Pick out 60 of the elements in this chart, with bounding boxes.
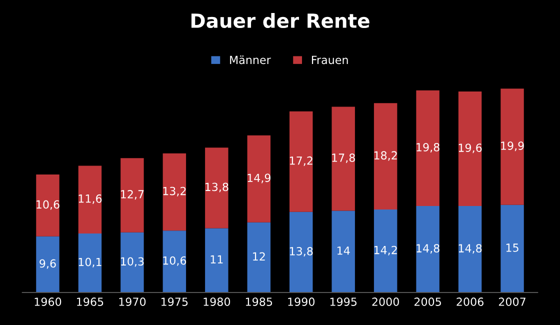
bar bbox=[247, 135, 270, 222]
chart-title: Dauer der Rente bbox=[191, 13, 370, 28]
data-label: 14 bbox=[337, 246, 350, 255]
bar bbox=[458, 92, 482, 206]
x-tick-label: 1975 bbox=[162, 298, 188, 306]
x-tick-label: 2005 bbox=[414, 298, 441, 306]
bar bbox=[374, 210, 398, 292]
bar bbox=[205, 228, 228, 292]
data-label: 13,8 bbox=[206, 182, 228, 192]
bar bbox=[78, 233, 102, 292]
bar bbox=[500, 88, 524, 205]
x-tick-label: 1990 bbox=[288, 298, 315, 306]
bar bbox=[120, 158, 144, 232]
x-tick-label: 1970 bbox=[119, 298, 146, 306]
data-label: 10,6 bbox=[163, 256, 186, 266]
x-tick-label: 1980 bbox=[204, 298, 230, 306]
data-label: 11 bbox=[210, 255, 223, 264]
data-label: 12,7 bbox=[121, 190, 144, 200]
x-tick-label: 2007 bbox=[498, 298, 526, 306]
legend-label: Männer bbox=[230, 56, 271, 64]
x-tick-label: 2006 bbox=[456, 298, 484, 306]
bar bbox=[36, 174, 60, 236]
data-label: 14,9 bbox=[248, 174, 270, 184]
data-label: 18,2 bbox=[374, 151, 397, 161]
bar bbox=[332, 210, 355, 292]
x-tick-label: 1985 bbox=[246, 298, 272, 306]
data-label: 10,1 bbox=[78, 258, 102, 268]
bar bbox=[416, 90, 440, 206]
x-tick-label: 1965 bbox=[77, 298, 104, 306]
data-label: 10,6 bbox=[36, 200, 60, 210]
bar bbox=[36, 236, 60, 292]
bar bbox=[290, 111, 313, 212]
bar bbox=[458, 206, 482, 292]
data-label: 14,8 bbox=[416, 244, 440, 254]
x-tick-label: 1960 bbox=[34, 298, 62, 306]
data-label: 12 bbox=[253, 252, 265, 261]
x-tick-label: 2000 bbox=[372, 298, 399, 306]
bar bbox=[247, 222, 270, 292]
legend-label: Frauen bbox=[312, 56, 348, 64]
bar bbox=[416, 206, 440, 292]
data-label: 15 bbox=[506, 244, 518, 252]
bar bbox=[120, 232, 144, 292]
data-label: 17,8 bbox=[332, 154, 355, 164]
data-label: 9,6 bbox=[40, 259, 56, 269]
data-label: 10,3 bbox=[121, 257, 144, 267]
bar bbox=[374, 103, 398, 210]
data-label: 13,8 bbox=[290, 247, 313, 257]
bar bbox=[78, 166, 102, 234]
data-label: 13,2 bbox=[163, 186, 186, 196]
bar bbox=[205, 148, 228, 228]
bar bbox=[332, 106, 355, 211]
data-label: 14,2 bbox=[374, 246, 397, 256]
bar bbox=[500, 204, 524, 292]
bar bbox=[162, 230, 186, 292]
data-label: 19,8 bbox=[416, 142, 440, 153]
bar bbox=[290, 212, 313, 292]
bar bbox=[162, 153, 186, 231]
x-tick-label: 1995 bbox=[330, 298, 357, 306]
data-label: 17,2 bbox=[290, 156, 312, 166]
data-label: 19,9 bbox=[501, 142, 524, 152]
